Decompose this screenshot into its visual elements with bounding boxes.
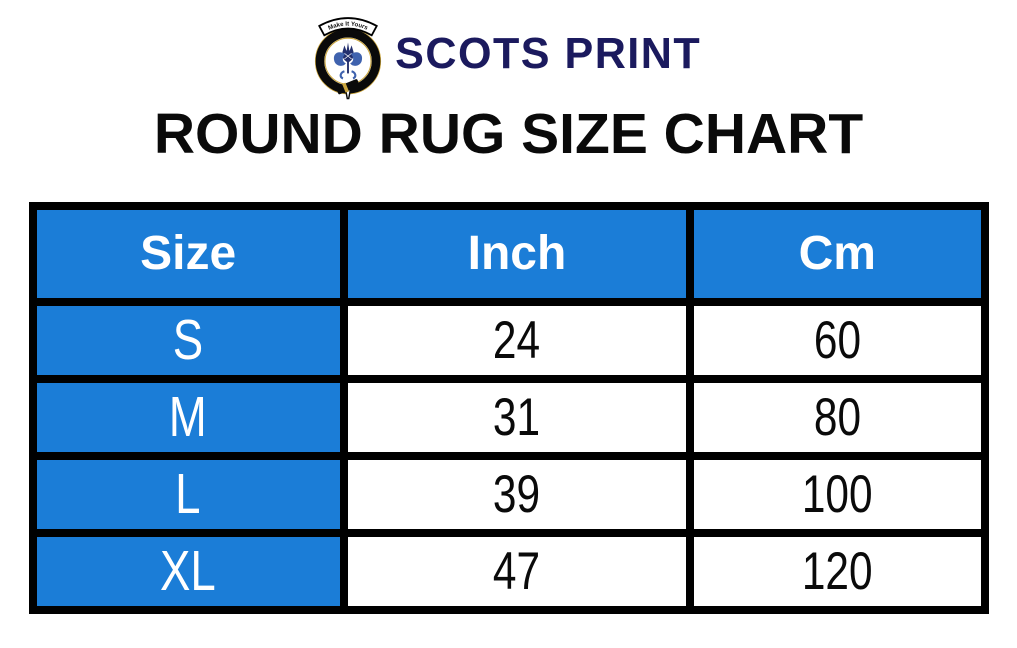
size-cell: L bbox=[36, 459, 340, 529]
cm-cell: 60 bbox=[694, 305, 981, 375]
inch-cell: 39 bbox=[347, 459, 687, 529]
badge-motto-text: Make It Yours bbox=[328, 21, 370, 32]
logo-header: Make It Yours SCOTS PRINT bbox=[0, 8, 1017, 100]
size-cell: S bbox=[36, 305, 340, 375]
cm-cell: 100 bbox=[694, 459, 981, 529]
size-cell: M bbox=[36, 382, 340, 452]
page-title: ROUND RUG SIZE CHART bbox=[153, 102, 864, 166]
clan-crest-icon: Make It Yours bbox=[315, 17, 382, 100]
cm-cell: 120 bbox=[694, 536, 981, 606]
brand-text: SCOTS PRINT bbox=[395, 29, 702, 78]
svg-text:Make It Yours: Make It Yours bbox=[328, 21, 370, 32]
column-header-cm: Cm bbox=[694, 209, 981, 298]
size-chart-table: Size Inch Cm S 24 60 M 31 80 L 39 100 XL… bbox=[28, 201, 989, 614]
column-header-inch: Inch bbox=[347, 209, 687, 298]
inch-cell: 24 bbox=[347, 305, 687, 375]
cm-cell: 80 bbox=[694, 382, 981, 452]
inch-cell: 31 bbox=[347, 382, 687, 452]
column-header-size: Size bbox=[36, 209, 340, 298]
inch-cell: 47 bbox=[347, 536, 687, 606]
thistle-emblem bbox=[334, 42, 363, 80]
size-cell: XL bbox=[36, 536, 340, 606]
